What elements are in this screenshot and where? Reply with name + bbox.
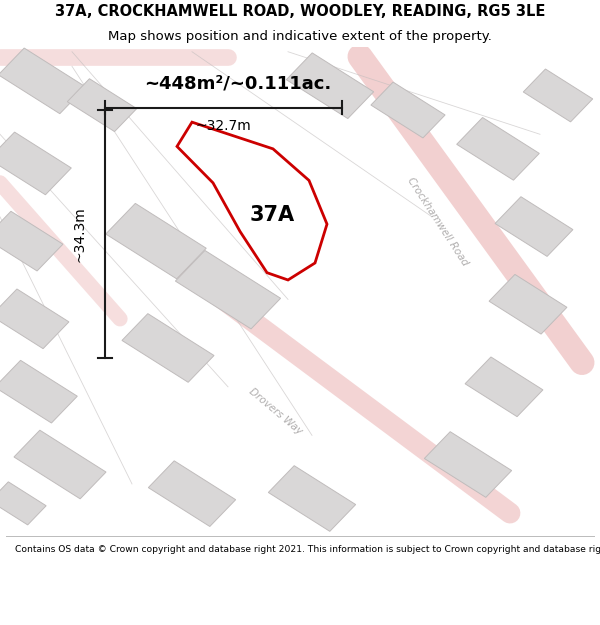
Polygon shape	[424, 432, 512, 498]
Polygon shape	[0, 361, 77, 423]
Text: Crockhamwell Road: Crockhamwell Road	[406, 176, 470, 268]
Polygon shape	[465, 357, 543, 417]
Text: ~34.3m: ~34.3m	[73, 206, 87, 262]
Polygon shape	[371, 82, 445, 138]
Polygon shape	[489, 274, 567, 334]
Polygon shape	[523, 69, 593, 122]
Text: ~32.7m: ~32.7m	[196, 119, 251, 133]
Text: Map shows position and indicative extent of the property.: Map shows position and indicative extent…	[108, 30, 492, 43]
Text: Drovers Way: Drovers Way	[247, 386, 305, 436]
Polygon shape	[286, 53, 374, 119]
Polygon shape	[67, 79, 137, 132]
Polygon shape	[0, 289, 69, 349]
Polygon shape	[0, 482, 46, 525]
Polygon shape	[457, 118, 539, 180]
Polygon shape	[0, 211, 63, 271]
Text: ~448m²/~0.111ac.: ~448m²/~0.111ac.	[144, 74, 331, 92]
Polygon shape	[268, 466, 356, 531]
Text: Contains OS data © Crown copyright and database right 2021. This information is : Contains OS data © Crown copyright and d…	[15, 544, 600, 554]
Polygon shape	[14, 430, 106, 499]
Polygon shape	[175, 251, 281, 329]
Polygon shape	[0, 48, 86, 114]
Polygon shape	[0, 132, 71, 195]
Polygon shape	[122, 314, 214, 382]
Text: 37A, CROCKHAMWELL ROAD, WOODLEY, READING, RG5 3LE: 37A, CROCKHAMWELL ROAD, WOODLEY, READING…	[55, 4, 545, 19]
Polygon shape	[106, 203, 206, 279]
Polygon shape	[495, 197, 573, 256]
Polygon shape	[148, 461, 236, 526]
Text: 37A: 37A	[250, 205, 295, 225]
